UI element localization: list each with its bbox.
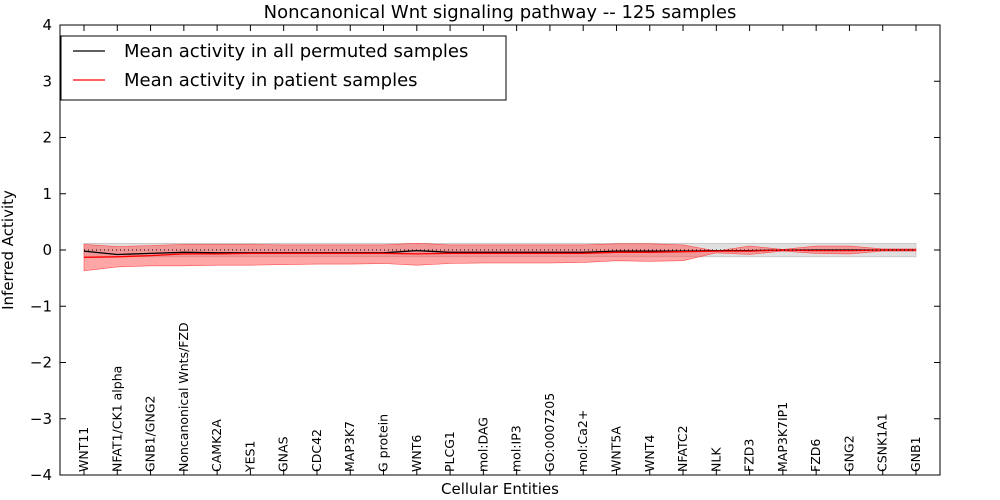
x-ticks: WNT11 NFAT1/CK1 alpha GNB1/GNG2 Noncanonica…: [76, 25, 923, 475]
x-tick-label: GNB1/GNG2: [143, 396, 158, 472]
y-tick-label: −2: [30, 354, 52, 372]
line-series-1: [83, 249, 916, 258]
x-axis-label: Cellular Entities: [441, 480, 559, 498]
x-tick-label: CDC42: [309, 429, 324, 472]
x-tick-label: Noncanonical Wnts/FZD: [176, 322, 191, 472]
legend-box: [60, 35, 507, 101]
x-tick-label: PLCG1: [442, 431, 457, 472]
x-tick-label: mol:Ca2+: [575, 410, 590, 472]
x-tick-label: NFATC2: [675, 425, 690, 472]
legend-label-permuted: Mean activity in all permuted samples: [124, 41, 468, 62]
x-tick-label: CSNK1A1: [875, 413, 890, 472]
x-tick-label: GNG2: [841, 435, 856, 472]
x-tick-label: FZD3: [742, 439, 757, 472]
x-tick-label: GNAS: [276, 436, 291, 472]
line-layer: [83, 249, 916, 258]
y-tick-label: 4: [42, 16, 52, 34]
band-layer: [83, 242, 917, 272]
y-tick-label: −3: [30, 410, 52, 428]
y-tick-label: 3: [42, 72, 52, 90]
x-tick-label: mol:DAG: [475, 417, 490, 472]
y-tick-label: 0: [42, 241, 52, 259]
legend-label-patient: Mean activity in patient samples: [124, 70, 418, 91]
x-tick-label: MAP3K7: [342, 421, 357, 472]
y-tick-label: −4: [30, 466, 52, 484]
y-tick-label: 2: [42, 129, 52, 147]
x-tick-label: G protein: [376, 414, 391, 472]
chart-title: Noncanonical Wnt signaling pathway -- 12…: [264, 2, 737, 23]
x-tick-label: WNT5A: [609, 426, 624, 472]
x-tick-label: YES1: [242, 441, 257, 473]
y-axis-label: Inferred Activity: [0, 190, 17, 310]
x-tick-label: MAP3K7IP1: [775, 402, 790, 472]
x-tick-label: GNB1: [908, 436, 923, 472]
plot-area-frame: [59, 24, 941, 476]
x-tick-label: NLK: [708, 447, 723, 472]
y-tick-label: 1: [42, 185, 52, 203]
x-tick-label: CAMK2A: [209, 419, 224, 472]
y-ticks: −4 −3 −2 −1 0 1 2 3 4: [30, 16, 940, 484]
x-tick-label: WNT11: [76, 427, 91, 472]
x-tick-label: WNT4: [642, 435, 657, 472]
y-tick-label: −1: [30, 297, 52, 315]
legend: Mean activity in all permuted samples Me…: [60, 35, 507, 101]
x-tick-label: mol:IP3: [509, 425, 524, 472]
x-tick-label: WNT6: [409, 435, 424, 472]
x-tick-label: NFAT1/CK1 alpha: [109, 366, 124, 472]
x-tick-label: GO:0007205: [542, 393, 557, 472]
x-tick-label: FZD6: [808, 439, 823, 472]
